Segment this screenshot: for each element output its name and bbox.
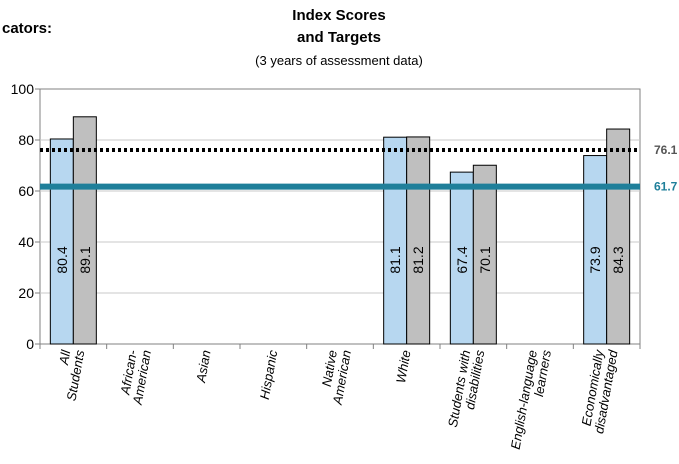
x-category-label: Native — [319, 349, 340, 388]
y-tick-label: 0 — [26, 336, 34, 352]
chart-subtitle: (3 years of assessment data) — [255, 53, 423, 68]
chart-title-line2: and Targets — [297, 29, 381, 46]
plot-area: 0 20 40 60 80 100 80.4 81.1 67.4 73.9 89.1 81.2 70.1… — [11, 81, 678, 450]
bar-value-label: 70.1 — [477, 246, 493, 273]
bar — [49, 138, 74, 345]
reference-line-label: 61.7 — [654, 180, 678, 194]
x-category-label: All — [56, 348, 74, 367]
bar-value-label: 84.3 — [610, 246, 626, 273]
x-category-label: English-language — [508, 349, 540, 451]
plot-frame — [39, 88, 641, 345]
bar — [472, 164, 497, 345]
left-header-label: cators: — [2, 20, 52, 37]
x-category-label: White — [393, 349, 414, 384]
y-tick-label: 40 — [18, 234, 34, 250]
bar-value-label: 89.1 — [77, 246, 93, 273]
bar — [383, 136, 408, 345]
bar-value-label: 73.9 — [587, 246, 603, 273]
y-tick-label: 80 — [18, 132, 34, 148]
x-category-label: Asian — [193, 349, 214, 385]
y-tick-label: 100 — [11, 81, 35, 97]
bar — [72, 116, 97, 345]
bar-value-label: 81.1 — [387, 246, 403, 273]
bar-value-label: 81.2 — [410, 246, 426, 273]
y-tick-label: 20 — [18, 285, 34, 301]
x-category-label: Hispanic — [257, 348, 281, 400]
reference-line-label: 76.1 — [654, 143, 678, 157]
bar — [406, 136, 431, 345]
bar — [606, 128, 631, 345]
bar-value-label: 67.4 — [454, 246, 470, 273]
y-tick-label: 60 — [18, 183, 34, 199]
chart-title-line1: Index Scores — [292, 7, 385, 24]
bar-value-label: 80.4 — [54, 246, 70, 273]
